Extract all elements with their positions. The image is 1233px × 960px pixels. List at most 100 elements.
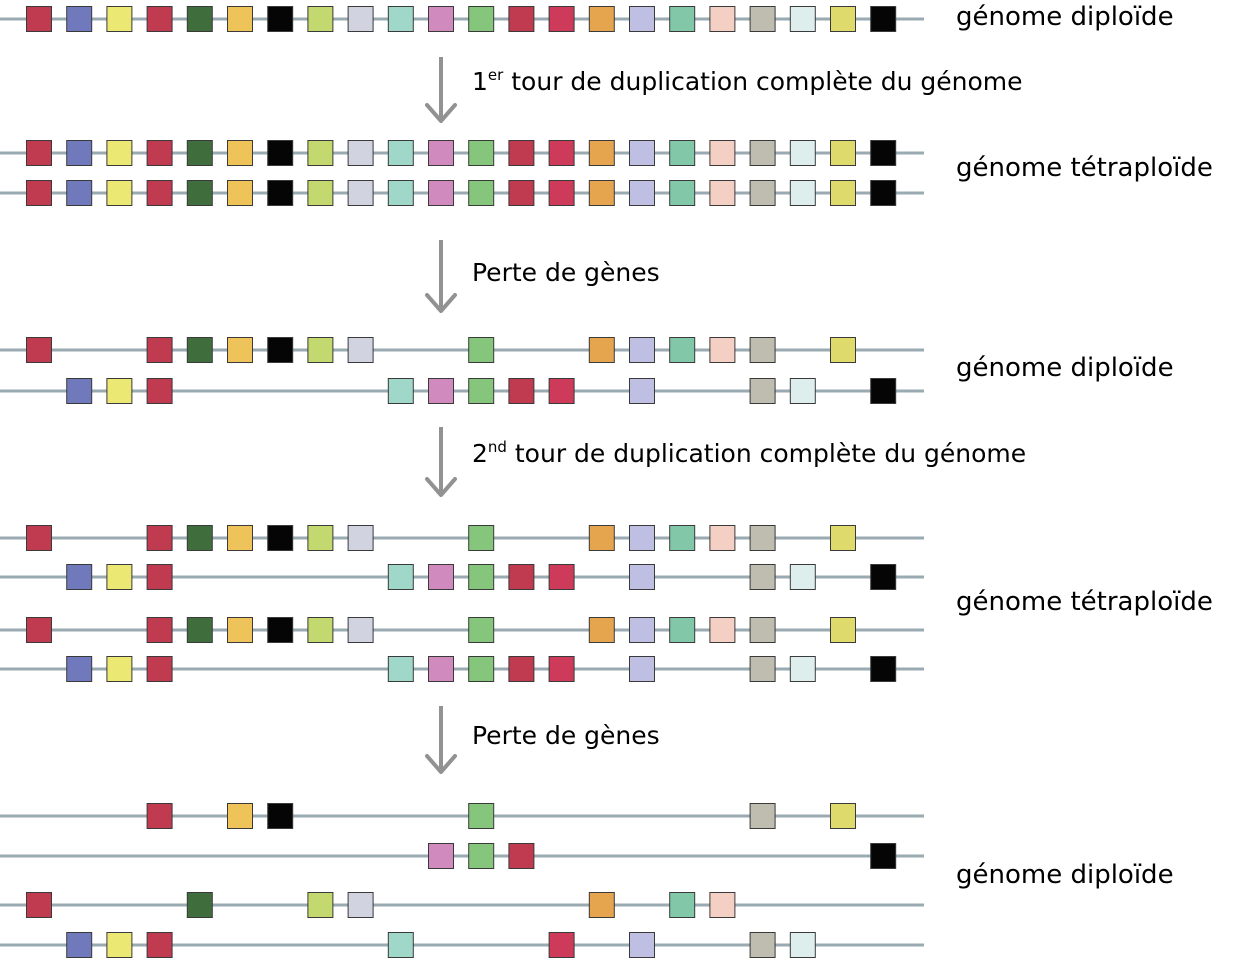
gene-box xyxy=(749,656,776,682)
gene-box xyxy=(629,525,655,551)
gene-box xyxy=(669,337,696,363)
gene-box xyxy=(307,6,334,32)
step-caption-gene-loss-1: Perte de gènes xyxy=(472,258,660,287)
gene-box xyxy=(26,180,52,206)
gene-box xyxy=(830,140,856,166)
gene-box xyxy=(428,378,454,404)
gene-box xyxy=(709,617,736,643)
gene-box xyxy=(347,337,374,363)
gene-box xyxy=(468,656,495,682)
gene-box xyxy=(468,378,495,404)
gene-box xyxy=(870,843,897,869)
gene-box xyxy=(146,378,173,404)
gene-box xyxy=(548,6,575,32)
gene-box xyxy=(146,337,173,363)
gene-box xyxy=(186,892,213,918)
gene-box xyxy=(629,378,655,404)
gene-box xyxy=(588,180,615,206)
gene-box xyxy=(789,378,816,404)
gene-box xyxy=(227,525,253,551)
gene-box xyxy=(66,564,93,590)
gene-box xyxy=(629,140,655,166)
gene-box xyxy=(468,564,495,590)
gene-box xyxy=(588,617,615,643)
gene-box xyxy=(428,843,454,869)
gene-box xyxy=(870,656,897,682)
step-number: 1 xyxy=(472,67,488,96)
gene-box xyxy=(709,140,736,166)
gene-box xyxy=(347,140,374,166)
gene-box xyxy=(508,564,535,590)
step-number: 2 xyxy=(472,439,488,468)
gene-box xyxy=(26,6,52,32)
gene-box xyxy=(307,525,334,551)
gene-box xyxy=(749,564,776,590)
gene-box xyxy=(468,617,495,643)
gene-box xyxy=(146,803,173,829)
gene-box xyxy=(588,6,615,32)
gene-box xyxy=(870,180,897,206)
gene-box xyxy=(709,6,736,32)
gene-box xyxy=(709,180,736,206)
gene-box xyxy=(669,140,696,166)
gene-box xyxy=(588,140,615,166)
gene-box xyxy=(227,140,253,166)
gene-box xyxy=(870,140,897,166)
gene-box xyxy=(548,932,575,958)
gene-box xyxy=(66,180,93,206)
gene-box xyxy=(669,617,696,643)
gene-box xyxy=(669,180,696,206)
gene-box xyxy=(106,564,133,590)
gene-box xyxy=(347,180,374,206)
gene-box xyxy=(267,180,294,206)
genome-label-5: génome diploïde xyxy=(956,860,1174,890)
gene-box xyxy=(588,892,615,918)
gene-box xyxy=(548,378,575,404)
step-superscript: nd xyxy=(487,438,507,456)
gene-box xyxy=(749,932,776,958)
gene-box xyxy=(789,180,816,206)
gene-box xyxy=(26,892,52,918)
gene-box xyxy=(468,337,495,363)
gene-box xyxy=(26,617,52,643)
gene-box xyxy=(669,892,696,918)
gene-box xyxy=(186,337,213,363)
gene-box xyxy=(508,140,535,166)
gene-box xyxy=(227,180,253,206)
gene-box xyxy=(387,932,414,958)
gene-box xyxy=(307,180,334,206)
gene-box xyxy=(468,803,495,829)
gene-box xyxy=(227,6,253,32)
genome-label-2: génome tétraploïde xyxy=(956,153,1213,183)
gene-box xyxy=(26,140,52,166)
gene-box xyxy=(749,378,776,404)
step-text: tour de duplication complète du génome xyxy=(503,67,1023,96)
genome-label-3: génome diploïde xyxy=(956,353,1174,383)
gene-box xyxy=(468,140,495,166)
gene-box xyxy=(146,6,173,32)
gene-box xyxy=(387,140,414,166)
gene-box xyxy=(387,180,414,206)
gene-box xyxy=(26,525,52,551)
gene-box xyxy=(428,6,454,32)
gene-box xyxy=(749,803,776,829)
gene-box xyxy=(146,932,173,958)
arrow-down-icon xyxy=(425,754,457,774)
step-superscript: er xyxy=(487,66,504,84)
gene-box xyxy=(508,378,535,404)
genome-label-1: génome diploïde xyxy=(956,2,1174,32)
gene-box xyxy=(387,564,414,590)
gene-box xyxy=(830,180,856,206)
gene-box xyxy=(709,892,736,918)
gene-box xyxy=(548,564,575,590)
gene-box xyxy=(347,617,374,643)
gene-box xyxy=(508,6,535,32)
gene-box xyxy=(669,525,696,551)
step-caption-second-duplication: 2nd tour de duplication complète du géno… xyxy=(472,439,1026,468)
gene-box xyxy=(629,564,655,590)
gene-box xyxy=(106,140,133,166)
gene-box xyxy=(588,337,615,363)
gene-box xyxy=(387,6,414,32)
gene-box xyxy=(307,892,334,918)
